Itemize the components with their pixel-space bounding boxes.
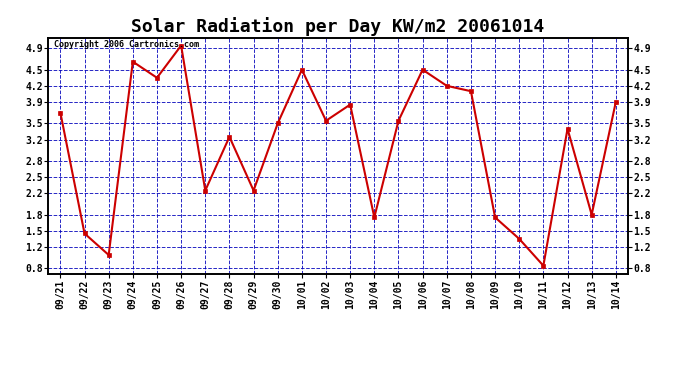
- Title: Solar Radiation per Day KW/m2 20061014: Solar Radiation per Day KW/m2 20061014: [132, 17, 544, 36]
- Text: Copyright 2006 Cartronics.com: Copyright 2006 Cartronics.com: [54, 40, 199, 49]
